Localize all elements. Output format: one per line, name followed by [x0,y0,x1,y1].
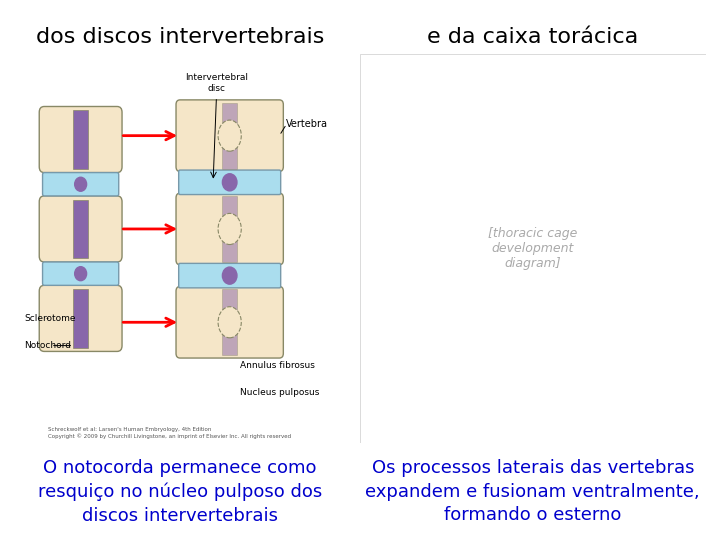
Text: Schreckwolf et al: Larsen's Human Embryology, 4th Edition
Copyright © 2009 by Ch: Schreckwolf et al: Larsen's Human Embryo… [48,427,291,439]
Text: Notochord: Notochord [24,341,71,350]
Ellipse shape [218,213,241,245]
Circle shape [222,267,237,284]
Bar [222,289,237,355]
Text: Sclerotome: Sclerotome [24,314,76,323]
FancyBboxPatch shape [179,264,281,288]
Circle shape [222,174,237,191]
FancyBboxPatch shape [179,170,281,194]
Text: Annulus fibrosus: Annulus fibrosus [240,361,315,369]
Ellipse shape [218,307,241,338]
Ellipse shape [218,120,241,151]
Bar [73,200,88,258]
Bar [222,103,237,168]
Bar [222,196,237,262]
Circle shape [75,267,86,281]
FancyBboxPatch shape [40,285,122,352]
FancyBboxPatch shape [40,196,122,262]
Text: Nucleus pulposus: Nucleus pulposus [240,388,319,397]
Bar [73,110,88,168]
Text: dos discos intervertebrais: dos discos intervertebrais [36,27,324,47]
Text: [thoracic cage
development
diagram]: [thoracic cage development diagram] [488,227,577,270]
FancyBboxPatch shape [176,287,284,358]
Text: Os processos laterais das vertebras
expandem e fusionam ventralmente,
formando o: Os processos laterais das vertebras expa… [366,459,700,524]
Text: Intervertebral
disc: Intervertebral disc [185,73,248,93]
Text: O notocorda permanece como
resquiço no núcleo pulposo dos
discos intervertebrais: O notocorda permanece como resquiço no n… [38,459,322,525]
FancyBboxPatch shape [40,106,122,173]
Text: e da caixa torácica: e da caixa torácica [427,27,639,47]
Bar [73,289,88,348]
FancyBboxPatch shape [42,173,119,196]
FancyBboxPatch shape [176,193,284,265]
FancyBboxPatch shape [176,100,284,171]
Text: Vertebra: Vertebra [286,119,328,129]
Circle shape [75,177,86,191]
FancyBboxPatch shape [42,262,119,285]
